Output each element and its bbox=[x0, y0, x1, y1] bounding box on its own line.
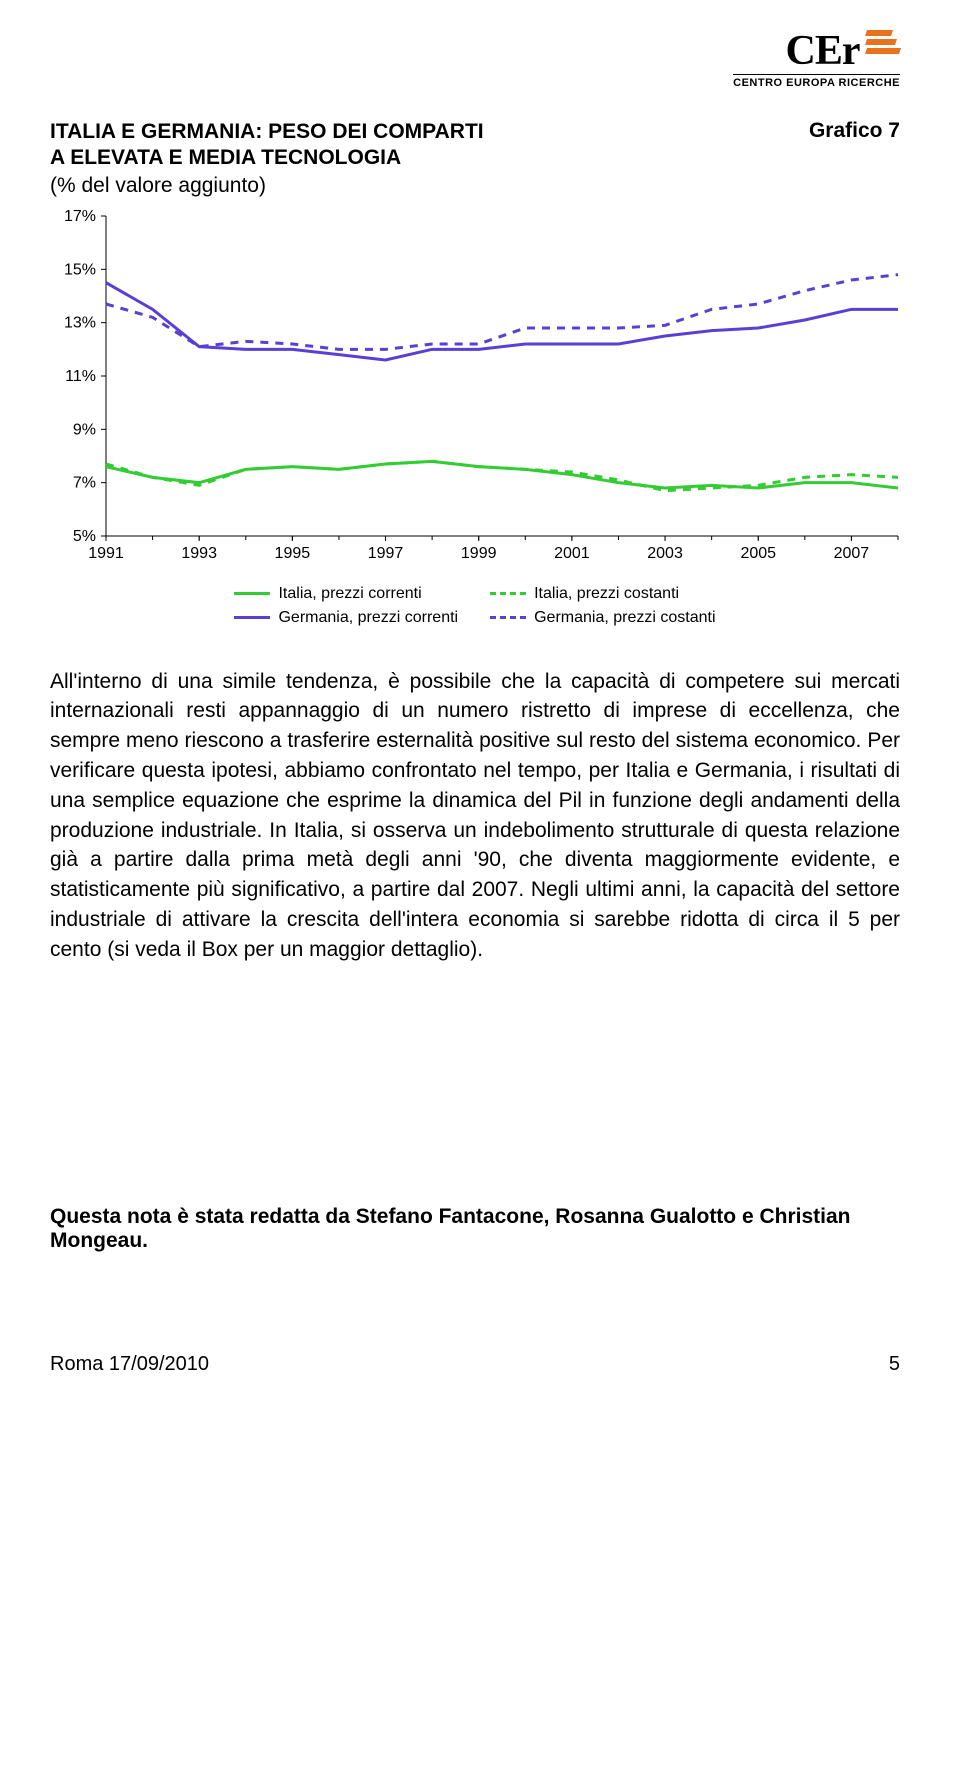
legend-label: Italia, prezzi costanti bbox=[534, 585, 679, 603]
logo-subtitle: CENTRO EUROPA RICERCHE bbox=[733, 74, 900, 89]
legend-label: Germania, prezzi correnti bbox=[278, 609, 458, 627]
chart-title-line1: ITALIA E GERMANIA: PESO DEI COMPARTI bbox=[50, 119, 484, 145]
legend-swatch-icon bbox=[234, 592, 270, 595]
chart-title-line2: A ELEVATA E MEDIA TECNOLOGIA bbox=[50, 145, 484, 171]
svg-text:13%: 13% bbox=[64, 314, 96, 331]
svg-text:2005: 2005 bbox=[740, 545, 776, 562]
page-footer: Roma 17/09/2010 5 bbox=[50, 1353, 900, 1376]
logo: CEr CENTRO EUROPA RICERCHE bbox=[733, 30, 900, 89]
svg-text:2007: 2007 bbox=[834, 545, 870, 562]
body-paragraph: All'interno di una simile tendenza, è po… bbox=[50, 667, 900, 965]
legend-label: Germania, prezzi costanti bbox=[534, 609, 715, 627]
chart-number-label: Grafico 7 bbox=[809, 119, 900, 143]
line-chart: 5% 7% 9% 11% 13% 15% 17% 1991 1993 1995 1997 1999 20… bbox=[50, 206, 900, 571]
legend-swatch-icon bbox=[490, 592, 526, 595]
svg-text:1997: 1997 bbox=[368, 545, 404, 562]
legend-label: Italia, prezzi correnti bbox=[278, 585, 421, 603]
svg-text:15%: 15% bbox=[64, 261, 96, 278]
svg-text:7%: 7% bbox=[73, 474, 96, 491]
svg-text:17%: 17% bbox=[64, 208, 96, 225]
footer-page-number: 5 bbox=[889, 1353, 900, 1376]
legend-item-3: Germania, prezzi costanti bbox=[490, 609, 715, 627]
chart-svg: 5% 7% 9% 11% 13% 15% 17% 1991 1993 1995 1997 1999 20… bbox=[50, 206, 910, 566]
legend-item-1: Italia, prezzi costanti bbox=[490, 585, 715, 603]
header-logo-area: CEr CENTRO EUROPA RICERCHE bbox=[50, 30, 900, 91]
svg-text:9%: 9% bbox=[73, 421, 96, 438]
logo-text: CEr bbox=[786, 28, 860, 74]
footer-date: Roma 17/09/2010 bbox=[50, 1353, 209, 1376]
svg-text:1999: 1999 bbox=[461, 545, 497, 562]
svg-text:1993: 1993 bbox=[181, 545, 217, 562]
chart-title-row: ITALIA E GERMANIA: PESO DEI COMPARTI A E… bbox=[50, 119, 900, 198]
legend-item-2: Germania, prezzi correnti bbox=[234, 609, 458, 627]
svg-text:1995: 1995 bbox=[275, 545, 311, 562]
svg-text:2003: 2003 bbox=[647, 545, 683, 562]
svg-text:2001: 2001 bbox=[554, 545, 590, 562]
chart-subtitle: (% del valore aggiunto) bbox=[50, 174, 484, 198]
legend-swatch-icon bbox=[234, 616, 270, 619]
logo-accent-icon bbox=[866, 30, 900, 57]
svg-text:5%: 5% bbox=[73, 528, 96, 545]
legend-item-0: Italia, prezzi correnti bbox=[234, 585, 458, 603]
svg-text:1991: 1991 bbox=[88, 545, 124, 562]
legend-swatch-icon bbox=[490, 616, 526, 619]
svg-text:11%: 11% bbox=[65, 368, 96, 385]
chart-legend: Italia, prezzi correnti Germania, prezzi… bbox=[50, 585, 900, 627]
author-note: Questa nota è stata redatta da Stefano F… bbox=[50, 1205, 900, 1253]
